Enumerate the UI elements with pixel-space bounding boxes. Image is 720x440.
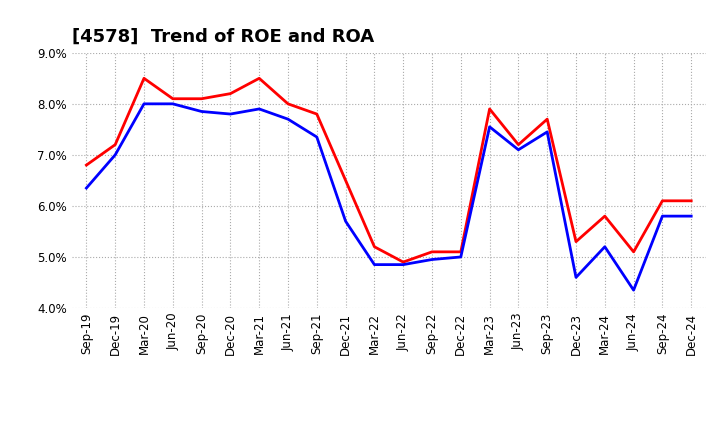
ROA [111,152,120,158]
ROA [284,117,292,122]
ROE [370,244,379,249]
ROA [514,147,523,152]
ROA [255,106,264,112]
ROE [514,142,523,147]
Line: ROE: ROE [86,78,691,262]
ROA [197,109,206,114]
ROE [82,162,91,168]
ROA [168,101,177,106]
ROE [687,198,696,203]
ROA [370,262,379,267]
ROE [111,142,120,147]
ROE [399,260,408,265]
ROA [312,134,321,139]
ROA [341,219,350,224]
ROA [629,287,638,293]
ROE [140,76,148,81]
ROE [255,76,264,81]
ROA [658,213,667,219]
ROA [140,101,148,106]
Line: ROA: ROA [86,104,691,290]
ROE [197,96,206,101]
ROA [428,257,436,262]
ROE [456,249,465,254]
ROE [312,111,321,117]
ROE [168,96,177,101]
ROE [543,117,552,122]
Text: [4578]  Trend of ROE and ROA: [4578] Trend of ROE and ROA [72,28,374,46]
ROE [572,239,580,244]
ROA [226,111,235,117]
ROA [572,275,580,280]
ROE [600,213,609,219]
ROE [341,178,350,183]
ROE [284,101,292,106]
ROE [485,106,494,112]
ROA [600,244,609,249]
ROA [687,213,696,219]
ROA [543,129,552,135]
ROE [226,91,235,96]
ROA [82,185,91,191]
ROE [428,249,436,254]
ROE [629,249,638,254]
ROA [399,262,408,267]
ROA [456,254,465,260]
ROA [485,124,494,129]
ROE [658,198,667,203]
